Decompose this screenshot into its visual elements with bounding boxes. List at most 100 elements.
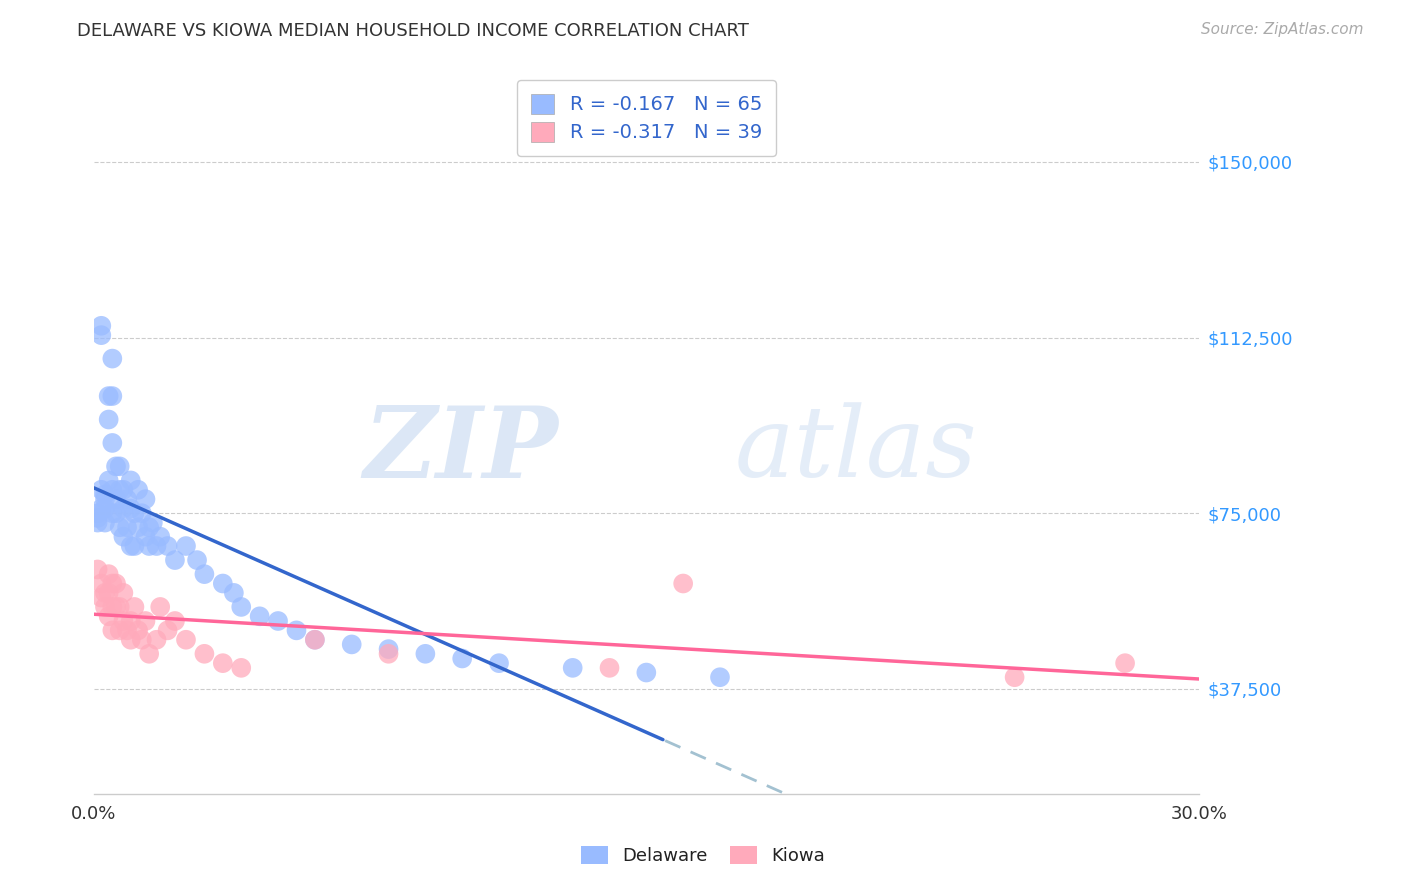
Legend: Delaware, Kiowa: Delaware, Kiowa bbox=[572, 837, 834, 874]
Legend: R = -0.167   N = 65, R = -0.317   N = 39: R = -0.167 N = 65, R = -0.317 N = 39 bbox=[517, 80, 776, 156]
Point bbox=[672, 576, 695, 591]
Point bbox=[134, 614, 156, 628]
Point bbox=[108, 624, 131, 638]
Point bbox=[90, 328, 112, 343]
Point bbox=[108, 483, 131, 497]
Point bbox=[86, 506, 108, 520]
Point bbox=[142, 516, 165, 530]
Point bbox=[112, 530, 135, 544]
Point bbox=[211, 576, 233, 591]
Point bbox=[101, 351, 124, 366]
Point bbox=[174, 539, 197, 553]
Point bbox=[149, 530, 172, 544]
Point bbox=[94, 487, 117, 501]
Point bbox=[101, 483, 124, 497]
Point bbox=[186, 553, 208, 567]
Point bbox=[90, 318, 112, 333]
Point bbox=[138, 520, 160, 534]
Point bbox=[340, 637, 363, 651]
Point bbox=[124, 599, 146, 614]
Point bbox=[120, 632, 142, 647]
Point bbox=[636, 665, 658, 680]
Point bbox=[285, 624, 308, 638]
Point bbox=[94, 501, 117, 516]
Point bbox=[145, 539, 167, 553]
Point bbox=[108, 520, 131, 534]
Point bbox=[1114, 656, 1136, 670]
Point bbox=[124, 506, 146, 520]
Point bbox=[108, 599, 131, 614]
Point bbox=[561, 661, 583, 675]
Point bbox=[249, 609, 271, 624]
Point bbox=[115, 624, 138, 638]
Point bbox=[156, 539, 179, 553]
Point bbox=[222, 586, 245, 600]
Point bbox=[97, 567, 120, 582]
Point bbox=[163, 614, 186, 628]
Point bbox=[105, 506, 128, 520]
Point bbox=[211, 656, 233, 670]
Point bbox=[101, 436, 124, 450]
Point bbox=[105, 459, 128, 474]
Point bbox=[134, 530, 156, 544]
Point bbox=[709, 670, 731, 684]
Point bbox=[231, 661, 253, 675]
Point bbox=[112, 501, 135, 516]
Point bbox=[86, 562, 108, 576]
Point bbox=[101, 624, 124, 638]
Point bbox=[90, 501, 112, 516]
Point bbox=[86, 511, 108, 525]
Point bbox=[86, 516, 108, 530]
Point bbox=[377, 642, 399, 657]
Text: atlas: atlas bbox=[735, 402, 977, 498]
Point bbox=[127, 483, 149, 497]
Point bbox=[1004, 670, 1026, 684]
Point bbox=[120, 474, 142, 488]
Point bbox=[304, 632, 326, 647]
Point bbox=[112, 483, 135, 497]
Point bbox=[231, 599, 253, 614]
Point bbox=[90, 576, 112, 591]
Point bbox=[120, 614, 142, 628]
Point bbox=[134, 492, 156, 507]
Point bbox=[101, 599, 124, 614]
Point bbox=[174, 632, 197, 647]
Point bbox=[138, 539, 160, 553]
Point bbox=[101, 506, 124, 520]
Point bbox=[94, 586, 117, 600]
Point bbox=[120, 539, 142, 553]
Point bbox=[101, 576, 124, 591]
Point bbox=[415, 647, 437, 661]
Point bbox=[451, 651, 474, 665]
Text: DELAWARE VS KIOWA MEDIAN HOUSEHOLD INCOME CORRELATION CHART: DELAWARE VS KIOWA MEDIAN HOUSEHOLD INCOM… bbox=[77, 22, 749, 40]
Point bbox=[377, 647, 399, 661]
Point bbox=[94, 492, 117, 507]
Point bbox=[90, 483, 112, 497]
Point bbox=[97, 389, 120, 403]
Point bbox=[115, 520, 138, 534]
Point bbox=[105, 599, 128, 614]
Point bbox=[120, 501, 142, 516]
Point bbox=[163, 553, 186, 567]
Point bbox=[105, 492, 128, 507]
Point bbox=[94, 516, 117, 530]
Point bbox=[112, 614, 135, 628]
Point bbox=[94, 599, 117, 614]
Point bbox=[90, 591, 112, 605]
Point bbox=[267, 614, 290, 628]
Text: ZIP: ZIP bbox=[363, 402, 558, 499]
Point bbox=[97, 586, 120, 600]
Point bbox=[97, 412, 120, 426]
Point bbox=[127, 624, 149, 638]
Point bbox=[124, 539, 146, 553]
Point bbox=[127, 520, 149, 534]
Point bbox=[97, 609, 120, 624]
Point bbox=[304, 632, 326, 647]
Point bbox=[149, 599, 172, 614]
Point bbox=[138, 647, 160, 661]
Point bbox=[115, 492, 138, 507]
Point bbox=[112, 586, 135, 600]
Point bbox=[488, 656, 510, 670]
Point bbox=[193, 647, 215, 661]
Point bbox=[97, 474, 120, 488]
